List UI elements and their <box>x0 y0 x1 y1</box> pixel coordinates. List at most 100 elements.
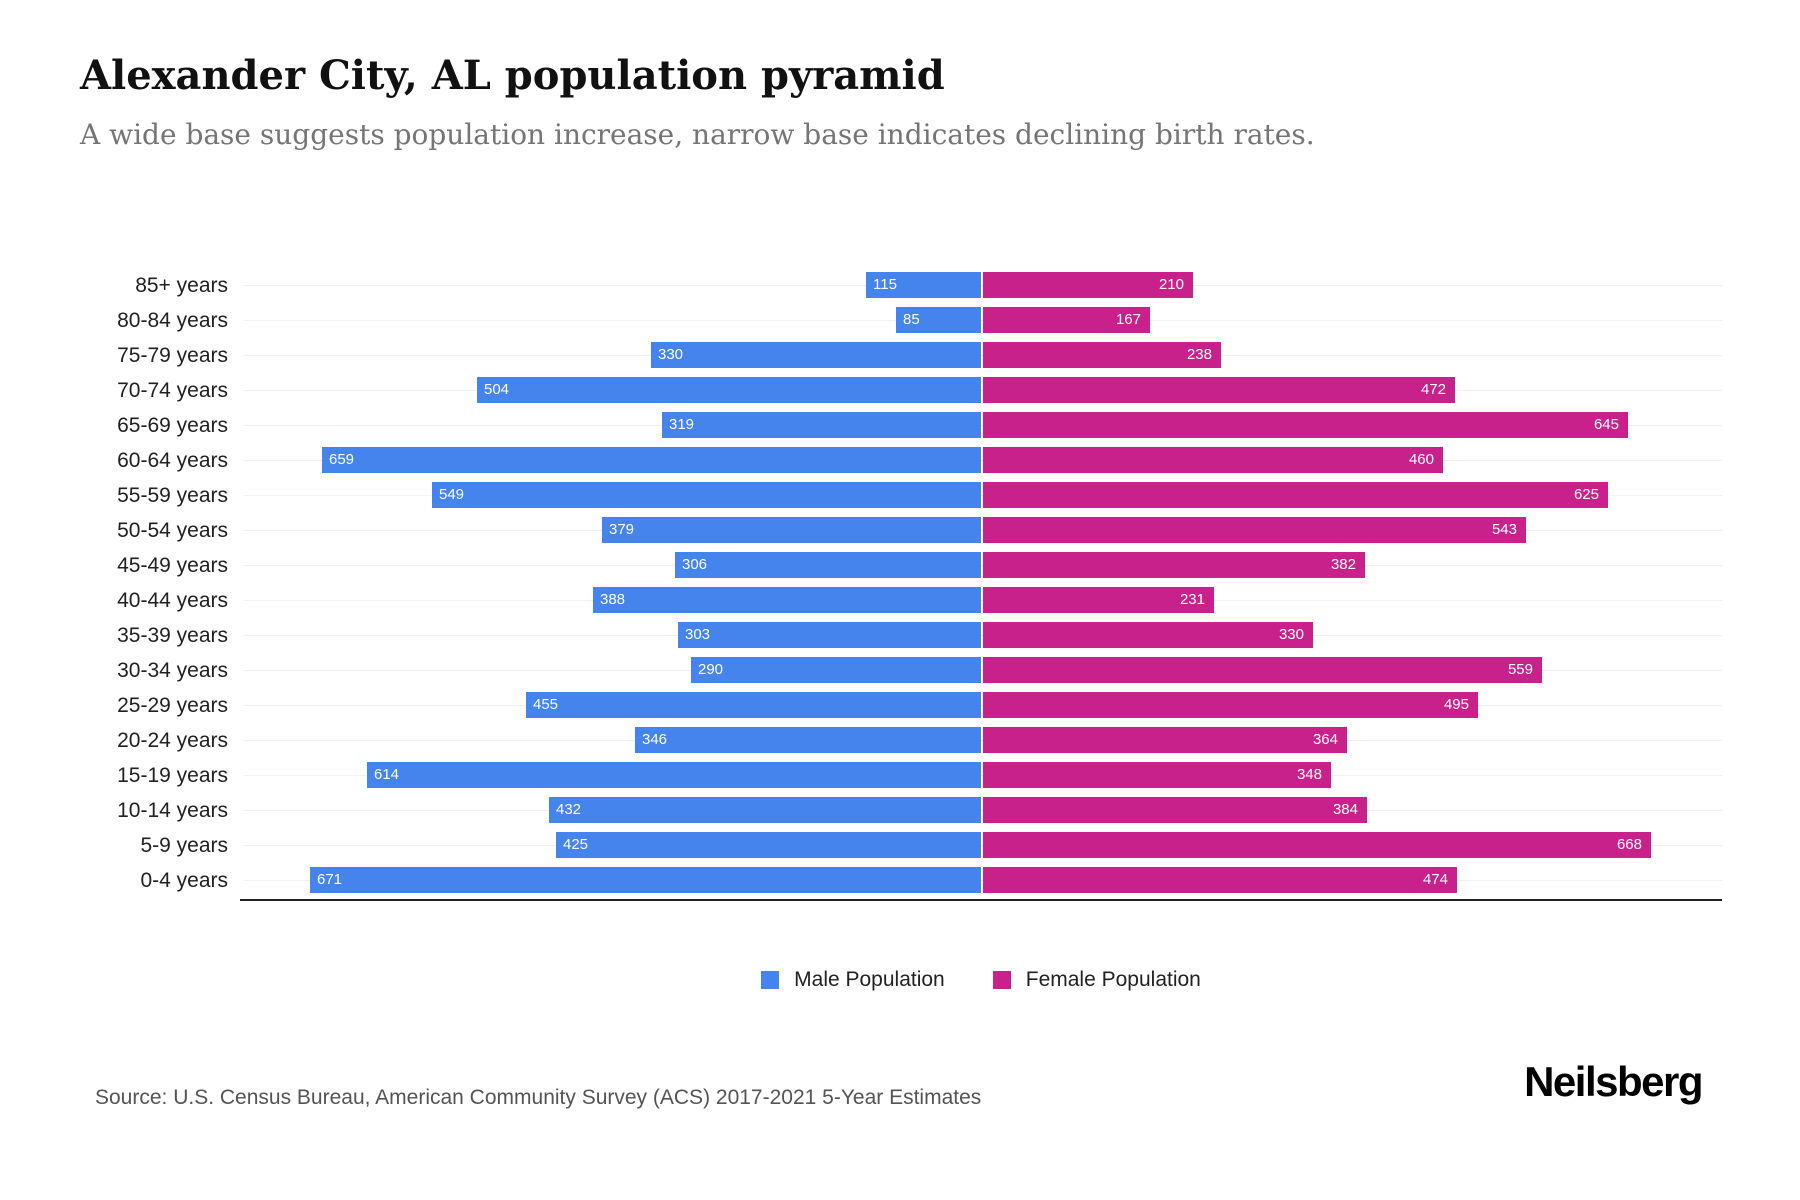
page-subtitle: A wide base suggests population increase… <box>80 118 1315 151</box>
male-value-label: 303 <box>685 626 711 643</box>
female-value-label: 645 <box>1593 416 1619 433</box>
male-value-label: 388 <box>600 591 626 608</box>
female-bar[interactable]: 382 <box>983 552 1365 578</box>
age-group-label: 85+ years <box>135 274 228 297</box>
row-track: 290 559 <box>240 653 1722 688</box>
female-bar[interactable]: 474 <box>983 867 1457 893</box>
male-bar[interactable]: 85 <box>896 307 981 333</box>
brand-logo: Neilsberg <box>1524 1058 1703 1105</box>
male-value-label: 432 <box>556 801 582 818</box>
age-group-label: 65-69 years <box>117 414 228 437</box>
male-bar[interactable]: 115 <box>866 272 981 298</box>
male-bar[interactable]: 290 <box>691 657 981 683</box>
row-track: 432 384 <box>240 793 1722 828</box>
male-value-label: 671 <box>317 871 343 888</box>
female-bar[interactable]: 231 <box>983 587 1214 613</box>
female-value-label: 348 <box>1296 766 1322 783</box>
female-value-label: 238 <box>1186 346 1212 363</box>
age-group-label: 45-49 years <box>117 554 228 577</box>
male-bar[interactable]: 330 <box>651 342 981 368</box>
female-value-label: 382 <box>1330 556 1356 573</box>
female-bar[interactable]: 348 <box>983 762 1331 788</box>
male-bar[interactable]: 614 <box>367 762 981 788</box>
population-pyramid-chart: 85+ years 115 210 80-84 years 85 167 75-79 yea… <box>0 268 1760 901</box>
male-bar[interactable]: 306 <box>675 552 981 578</box>
female-bar[interactable]: 330 <box>983 622 1313 648</box>
row-track: 671 474 <box>240 863 1722 898</box>
pyramid-row: 55-59 years 549 625 <box>0 478 1722 513</box>
male-bar[interactable]: 455 <box>526 692 981 718</box>
age-group-label: 35-39 years <box>117 624 228 647</box>
male-value-label: 659 <box>329 451 355 468</box>
female-bar[interactable]: 210 <box>983 272 1193 298</box>
male-bar[interactable]: 388 <box>593 587 981 613</box>
age-group-label: 30-34 years <box>117 659 228 682</box>
pyramid-row: 70-74 years 504 472 <box>0 373 1722 408</box>
pyramid-row: 65-69 years 319 645 <box>0 408 1722 443</box>
female-bar[interactable]: 668 <box>983 832 1651 858</box>
legend-item-female[interactable]: Female Population <box>992 968 1201 992</box>
female-bar[interactable]: 384 <box>983 797 1367 823</box>
pyramid-row: 50-54 years 379 543 <box>0 513 1722 548</box>
row-track: 659 460 <box>240 443 1722 478</box>
age-group-label: 60-64 years <box>117 449 228 472</box>
row-track: 346 364 <box>240 723 1722 758</box>
page-title: Alexander City, AL population pyramid <box>80 52 945 99</box>
pyramid-row: 45-49 years 306 382 <box>0 548 1722 583</box>
pyramid-row: 40-44 years 388 231 <box>0 583 1722 618</box>
male-bar[interactable]: 319 <box>662 412 981 438</box>
row-track: 614 348 <box>240 758 1722 793</box>
female-bar[interactable]: 167 <box>983 307 1150 333</box>
female-value-label: 559 <box>1507 661 1533 678</box>
male-bar[interactable]: 379 <box>602 517 981 543</box>
male-bar[interactable]: 432 <box>549 797 981 823</box>
male-value-label: 549 <box>439 486 465 503</box>
female-value-label: 668 <box>1616 836 1642 853</box>
age-group-label: 0-4 years <box>140 869 228 892</box>
source-text: Source: U.S. Census Bureau, American Com… <box>95 1086 982 1109</box>
legend-item-male[interactable]: Male Population <box>761 968 945 992</box>
male-bar[interactable]: 671 <box>310 867 981 893</box>
male-value-label: 306 <box>682 556 708 573</box>
female-bar[interactable]: 559 <box>983 657 1542 683</box>
female-bar[interactable]: 364 <box>983 727 1347 753</box>
female-bar[interactable]: 238 <box>983 342 1221 368</box>
pyramid-row: 35-39 years 303 330 <box>0 618 1722 653</box>
female-bar[interactable]: 625 <box>983 482 1608 508</box>
female-bar[interactable]: 495 <box>983 692 1478 718</box>
male-bar[interactable]: 504 <box>477 377 981 403</box>
male-bar[interactable]: 303 <box>678 622 981 648</box>
row-track: 388 231 <box>240 583 1722 618</box>
pyramid-row: 10-14 years 432 384 <box>0 793 1722 828</box>
female-value-label: 495 <box>1443 696 1469 713</box>
pyramid-row: 60-64 years 659 460 <box>0 443 1722 478</box>
pyramid-row: 15-19 years 614 348 <box>0 758 1722 793</box>
pyramid-row: 75-79 years 330 238 <box>0 338 1722 373</box>
female-bar[interactable]: 472 <box>983 377 1455 403</box>
male-bar[interactable]: 659 <box>322 447 981 473</box>
female-bar[interactable]: 543 <box>983 517 1526 543</box>
male-value-label: 290 <box>698 661 724 678</box>
male-value-label: 455 <box>533 696 559 713</box>
legend-label-male: Male Population <box>794 968 945 991</box>
row-track: 115 210 <box>240 268 1722 303</box>
female-bar[interactable]: 460 <box>983 447 1443 473</box>
male-bar[interactable]: 425 <box>556 832 981 858</box>
legend-label-female: Female Population <box>1025 968 1201 991</box>
male-value-label: 379 <box>609 521 635 538</box>
male-bar[interactable]: 346 <box>635 727 981 753</box>
row-track: 549 625 <box>240 478 1722 513</box>
age-group-label: 20-24 years <box>117 729 228 752</box>
female-value-label: 210 <box>1158 276 1184 293</box>
female-bar[interactable]: 645 <box>983 412 1628 438</box>
row-track: 504 472 <box>240 373 1722 408</box>
age-group-label: 70-74 years <box>117 379 228 402</box>
male-bar[interactable]: 549 <box>432 482 981 508</box>
female-value-label: 472 <box>1420 381 1446 398</box>
male-value-label: 115 <box>873 276 897 293</box>
row-track: 425 668 <box>240 828 1722 863</box>
row-track: 85 167 <box>240 303 1722 338</box>
pyramid-row: 85+ years 115 210 <box>0 268 1722 303</box>
pyramid-row: 25-29 years 455 495 <box>0 688 1722 723</box>
